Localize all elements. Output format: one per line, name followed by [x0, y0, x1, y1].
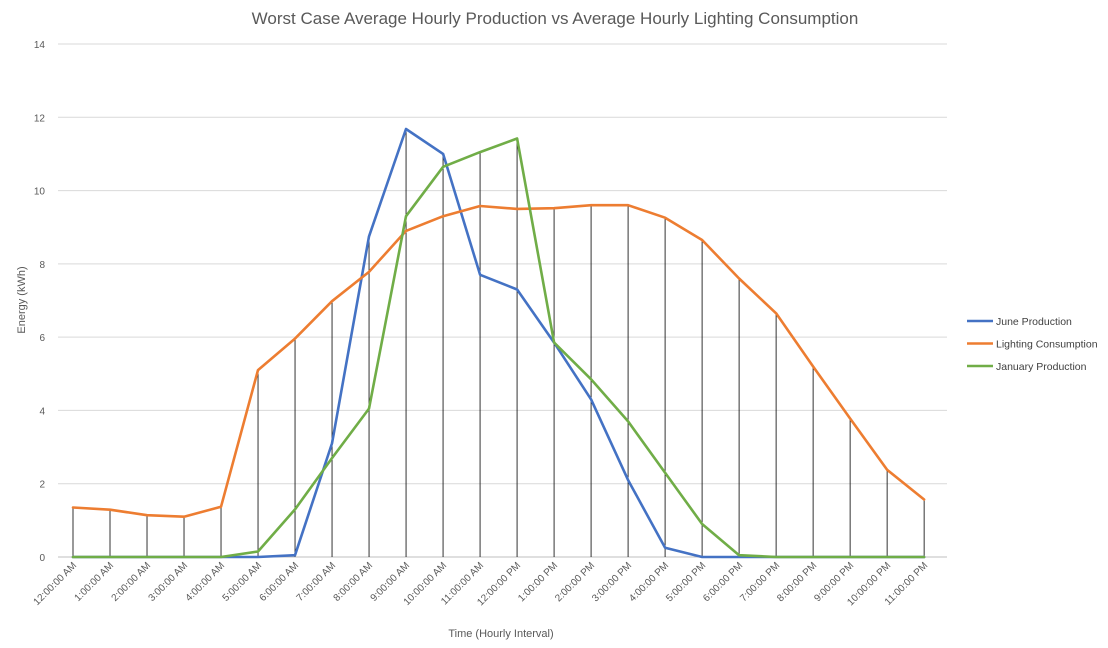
y-tick-label: 0: [39, 553, 45, 564]
lighting-consumption-line: [71, 203, 926, 519]
y-tick-label: 14: [34, 40, 46, 51]
x-axis-label: Time (Hourly Interval): [448, 628, 553, 640]
legend: June Production Lighting Consumption Janua…: [967, 316, 1098, 373]
y-tick-label: 4: [39, 406, 45, 417]
january-production-line: [71, 137, 926, 559]
y-tick-label: 10: [34, 187, 46, 198]
y-tick-label: 8: [39, 260, 45, 271]
drop-lines: [72, 129, 925, 557]
legend-entry: June Production: [996, 316, 1072, 328]
x-tick-label: 12:00:00 AM: [32, 560, 79, 607]
legend-entry: January Production: [996, 361, 1087, 373]
y-tick-label: 2: [39, 480, 45, 491]
y-tick-labels: 0 2 4 6 8 10 12 14: [34, 40, 46, 564]
series-lines: [71, 127, 926, 559]
y-tick-label: 6: [39, 333, 45, 344]
x-tick-labels: 12:00:00 AM1:00:00 AM2:00:00 AM3:00:00 A…: [32, 560, 931, 608]
legend-entry: Lighting Consumption: [996, 339, 1098, 351]
chart-title: Worst Case Average Hourly Production vs …: [252, 9, 859, 28]
y-tick-label: 12: [34, 113, 46, 124]
gridlines: [58, 43, 947, 558]
y-axis-label: Energy (kWh): [16, 266, 28, 333]
